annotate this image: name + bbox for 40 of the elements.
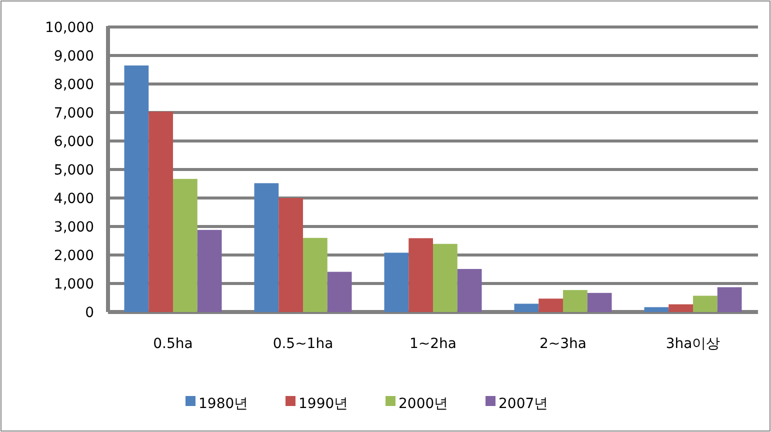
bar — [327, 272, 352, 312]
y-tick-label: 0 — [85, 305, 94, 321]
bar — [668, 304, 693, 312]
bar — [197, 230, 222, 312]
y-tick-label: 1,000 — [54, 276, 94, 292]
legend-label: 1980년 — [198, 396, 248, 412]
y-tick-label: 2,000 — [54, 248, 94, 264]
x-tick-label: 2~3ha — [540, 336, 586, 352]
bar — [254, 183, 279, 312]
y-tick-label: 3,000 — [54, 220, 94, 236]
bar — [408, 238, 433, 312]
x-tick-label: 0.5ha — [153, 336, 193, 352]
bar — [457, 268, 482, 312]
bar — [514, 304, 539, 312]
bar — [303, 238, 328, 312]
bar — [693, 296, 718, 312]
y-tick-label: 6,000 — [54, 134, 94, 150]
bar — [538, 298, 563, 312]
legend-label: 2000년 — [398, 396, 448, 412]
y-tick-label: 8,000 — [54, 77, 94, 93]
legend-label: 1990년 — [298, 396, 348, 412]
bar — [563, 290, 588, 312]
bar — [717, 287, 742, 312]
y-tick-label: 5,000 — [54, 162, 94, 178]
x-tick-label: 1~2ha — [410, 336, 456, 352]
bar — [587, 292, 612, 312]
y-tick-label: 9,000 — [54, 48, 94, 64]
legend-label: 2007년 — [498, 396, 548, 412]
x-tick-label: 3ha이상 — [666, 336, 720, 352]
x-tick-label: 0.5~1ha — [272, 336, 334, 352]
bar — [433, 244, 458, 312]
bar — [278, 198, 303, 312]
y-tick-label: 7,000 — [54, 106, 94, 122]
bar — [124, 65, 149, 312]
bar — [644, 307, 669, 312]
y-tick-label: 10,000 — [45, 20, 94, 36]
y-tick-label: 4,000 — [54, 191, 94, 207]
bar — [173, 178, 198, 312]
bar — [384, 252, 409, 312]
bar — [148, 112, 173, 312]
